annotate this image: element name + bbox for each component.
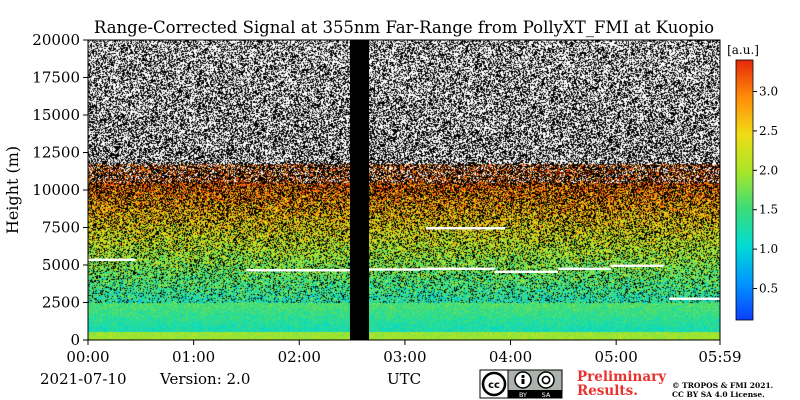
y-axis: 0 2500 5000 7500 10000 12500 15000 17500 20000 [32,31,88,349]
cloud-layer [420,267,495,270]
plot-area [87,39,721,341]
cloud-layer [494,270,559,273]
colorbar-gradient [735,59,754,321]
no-data-gap [349,40,369,340]
x-tick-label: 05:00 [595,348,638,366]
cc-license-badge: cc BY SA [479,369,563,399]
y-tick-label: 2500 [42,294,80,312]
cloud-layer [558,267,611,270]
colorbar-unit: [a.u.] [727,43,759,57]
x-tick-label: 05:59 [698,348,741,366]
by-person-head [521,374,525,379]
colorbar-tick-label: 3.0 [759,85,778,99]
y-tick-label: 7500 [42,219,80,237]
y-tick-label: 10000 [32,181,80,199]
cloud-layer [610,264,664,267]
signal-heatmap [88,40,720,340]
colorbar-tick-label: 0.5 [759,281,778,295]
cc-icon-text: cc [488,380,500,391]
x-tick-label: 03:00 [383,348,426,366]
y-tick-label: 17500 [32,69,80,87]
x-tick-label: 00:00 [66,348,109,366]
cloud-layer [426,227,506,230]
y-tick-label: 0 [70,331,80,349]
x-tick-label: 04:00 [489,348,532,366]
badge-by-label: BY [519,391,527,399]
cloud-layer [668,297,720,300]
y-tick-label: 12500 [32,144,80,162]
colorbar-tick-label: 2.0 [759,163,778,177]
share-alike-icon [537,371,555,389]
x-tick-label: 02:00 [278,348,321,366]
copyright-line2: CC BY SA 4.0 License. [672,390,765,399]
colorbar-tick-label: 1.5 [759,203,778,217]
by-person-body [521,379,525,384]
badge-sa-label: SA [542,391,551,399]
x-axis: 00:00 01:00 02:00 03:00 04:00 05:00 05:59 [66,340,742,366]
share-alike-arrow [541,375,551,385]
colorbar-tick-label: 2.5 [759,124,778,138]
copyright-line1: © TROPOS & FMI 2021. [672,381,773,390]
x-axis-label: UTC [387,370,421,388]
y-axis-label: Height (m) [3,146,22,234]
colorbar: [a.u.] 0.5 1.0 1.5 2.0 2.5 3.0 [727,43,778,321]
preliminary-label-line1: Preliminary [577,369,667,385]
y-tick-label: 5000 [42,256,80,274]
cloud-layers [88,227,720,300]
cc-icon [481,371,507,397]
cloud-layer [368,268,421,271]
y-tick-label: 15000 [32,106,80,124]
colorbar-tick-label: 1.0 [759,242,778,256]
badge-label-strip [508,390,562,398]
cloud-layer [246,269,350,272]
footer-version: Version: 2.0 [159,370,250,388]
x-tick-label: 01:00 [172,348,215,366]
chart-title: Range-Corrected Signal at 355nm Far-Rang… [94,18,714,37]
cloud-layer [88,258,136,261]
colorbar-ticks: 0.5 1.0 1.5 2.0 2.5 3.0 [753,85,778,295]
footer-date: 2021-07-10 [40,370,126,388]
y-tick-label: 20000 [32,31,80,49]
preliminary-label-line2: Results. [577,383,638,399]
